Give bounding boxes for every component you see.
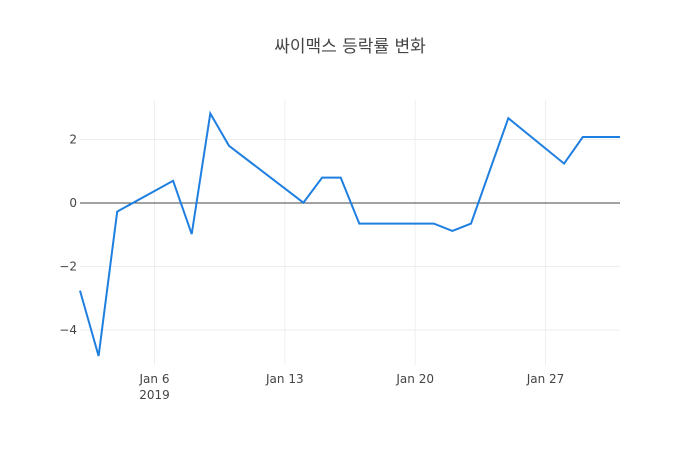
y-tick-label: 0 — [69, 196, 77, 210]
y-tick-label: −2 — [59, 260, 77, 274]
x-tick-label: Jan 13 — [265, 372, 304, 386]
x-tick-year-label: 2019 — [139, 388, 170, 402]
y-tick-label: −4 — [59, 323, 77, 337]
x-axis-ticks: Jan 6 2019 Jan 13 Jan 20 Jan 27 — [139, 372, 565, 402]
x-tick-label: Jan 20 — [395, 372, 434, 386]
y-tick-label: 2 — [69, 133, 77, 147]
x-tick-label: Jan 6 — [139, 372, 170, 386]
series-line — [79, 110, 620, 357]
gridlines — [80, 100, 620, 365]
x-tick-label: Jan 27 — [526, 372, 565, 386]
chart-title: 싸이맥스 등락률 변화 — [274, 37, 426, 57]
y-axis-ticks: 2 0 −2 −4 — [59, 133, 77, 338]
